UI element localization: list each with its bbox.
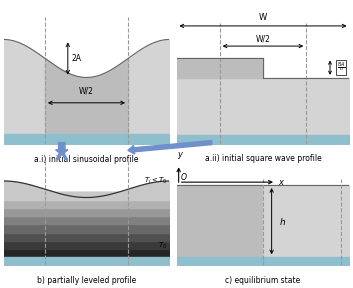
Text: b) partially leveled profile: b) partially leveled profile <box>37 276 136 285</box>
Text: c) equilibrium state: c) equilibrium state <box>225 276 301 285</box>
Text: a.i) initial sinusoidal profile: a.i) initial sinusoidal profile <box>34 156 139 164</box>
Text: $T_0$: $T_0$ <box>158 241 167 251</box>
Text: $h$: $h$ <box>280 216 287 227</box>
Text: $y$: $y$ <box>177 150 185 162</box>
Text: $x$: $x$ <box>278 178 285 187</box>
FancyArrow shape <box>128 141 212 154</box>
FancyArrow shape <box>55 143 68 155</box>
Text: $\frac{8A}{\pi}$: $\frac{8A}{\pi}$ <box>337 61 345 74</box>
Text: W: W <box>259 14 267 22</box>
Text: W/2: W/2 <box>256 34 270 43</box>
Text: a.ii) initial square wave profile: a.ii) initial square wave profile <box>205 154 321 163</box>
Text: 2A: 2A <box>72 54 82 63</box>
Text: $T_i<T_0$: $T_i<T_0$ <box>144 176 167 186</box>
Text: W/2: W/2 <box>79 86 94 95</box>
Text: $O$: $O$ <box>180 171 188 182</box>
